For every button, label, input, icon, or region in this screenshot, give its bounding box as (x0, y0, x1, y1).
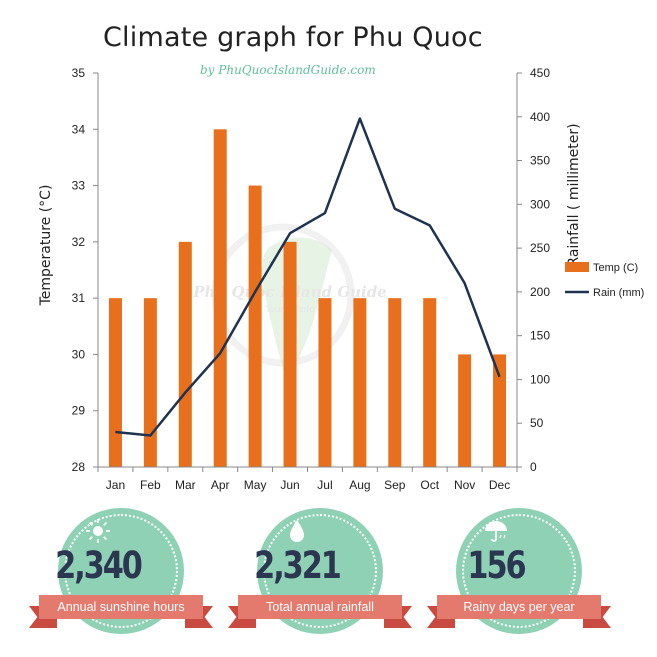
bar-temp-sep (388, 298, 402, 467)
bar-temp-feb (143, 298, 157, 467)
x-tick-label: Nov (454, 478, 475, 492)
left-tick-label: 29 (72, 404, 86, 418)
right-tick-label: 100 (530, 372, 550, 386)
stat-value: 2,321 (254, 544, 342, 587)
x-tick-label: Sep (384, 478, 406, 492)
right-tick-label: 150 (530, 329, 550, 343)
left-tick-label: 33 (72, 179, 86, 193)
chart-title: Climate graph for Phu Quoc (103, 22, 483, 53)
stat-label: Annual sunshine hours (39, 595, 203, 619)
x-tick-label: May (244, 478, 267, 492)
right-tick-label: 300 (530, 197, 550, 211)
bar-temp-dec (493, 354, 507, 467)
line-rain (115, 117, 501, 437)
bar-temp-may (248, 185, 262, 468)
sun-icon (86, 519, 110, 543)
x-tick-label: Dec (489, 478, 510, 492)
left-tick-label: 34 (72, 122, 86, 136)
raindrop-icon (290, 520, 304, 542)
bar-temp-jan (108, 298, 122, 467)
legend-label-temp: Temp (C) (593, 262, 638, 274)
x-tick-label: Oct (420, 478, 439, 492)
bar-temp-mar (178, 241, 192, 467)
chart-subtitle: by PhuQuocIslandGuide.com (200, 63, 376, 77)
x-tick-label: Aug (349, 478, 370, 492)
stat-value: 156 (467, 544, 526, 587)
right-tick-label: 0 (530, 460, 537, 474)
watermark-island (261, 237, 332, 378)
left-tick-label: 30 (72, 347, 86, 361)
right-axis-title: Rainfall ( millimeter) (566, 123, 582, 266)
bar-temp-oct (423, 298, 437, 467)
bar-temp-aug (353, 298, 367, 467)
bar-temp-nov (458, 354, 472, 467)
left-tick-label: 32 (72, 235, 86, 249)
stat-label: Rainy days per year (437, 595, 601, 619)
bar-temp-jul (318, 298, 332, 467)
climate-chart: Phu Quoc Island Guide- Tourist Info -282… (38, 66, 644, 492)
right-tick-label: 200 (530, 285, 550, 299)
x-tick-label: Jul (317, 478, 332, 492)
left-tick-label: 31 (72, 291, 86, 305)
bar-temp-jun (283, 241, 297, 467)
stat-value: 2,340 (55, 544, 143, 587)
x-tick-label: Mar (175, 478, 196, 492)
x-tick-label: Feb (140, 478, 161, 492)
umbrella-icon (485, 521, 507, 542)
legend-label-rain: Rain (mm) (593, 287, 644, 299)
left-tick-label: 35 (72, 66, 86, 80)
legend-swatch-temp (565, 262, 589, 272)
left-axis-title: Temperature (°C) (38, 185, 54, 307)
stat-label: Total annual rainfall (238, 595, 402, 619)
left-tick-label: 28 (72, 460, 86, 474)
x-tick-label: Jan (106, 478, 125, 492)
stat-badge-rainfall: 2,321 Total annual rainfall (228, 508, 412, 638)
right-tick-label: 400 (530, 110, 550, 124)
right-tick-label: 450 (530, 66, 550, 80)
right-tick-label: 50 (530, 416, 544, 430)
x-tick-label: Jun (280, 478, 299, 492)
bar-temp-apr (213, 129, 227, 468)
right-tick-label: 350 (530, 154, 550, 168)
stat-badge-sunshine: 2,340 Annual sunshine hours (29, 508, 213, 638)
stat-badge-rainy-days: 156 Rainy days per year (427, 508, 611, 638)
right-tick-label: 250 (530, 241, 550, 255)
x-tick-label: Apr (211, 478, 230, 492)
